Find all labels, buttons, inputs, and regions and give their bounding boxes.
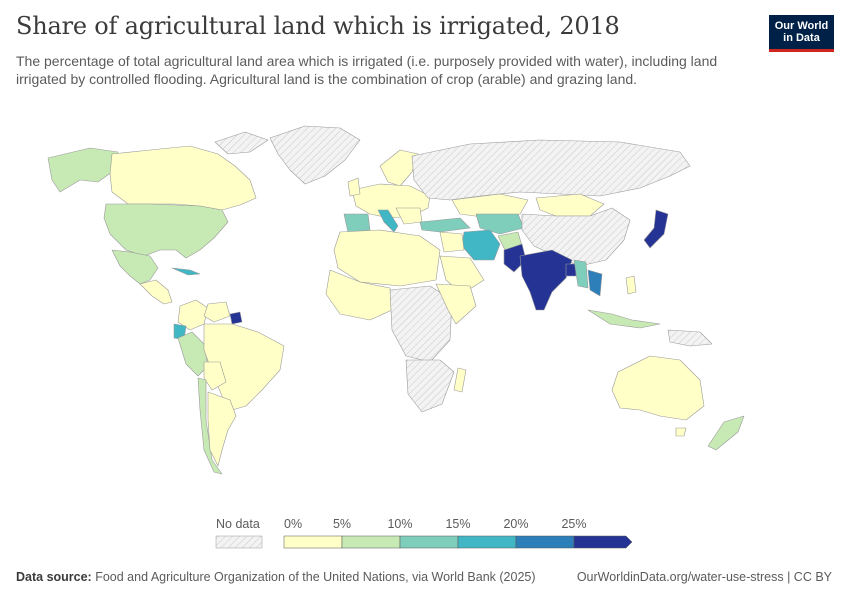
logo-line-1: Our World — [774, 20, 829, 32]
region-russia[interactable] — [411, 139, 691, 201]
region-central-asia[interactable] — [475, 213, 525, 235]
legend-tick-label: 20% — [503, 517, 528, 531]
region-greenland[interactable] — [269, 125, 361, 185]
source-url[interactable]: OurWorldinData.org/water-use-stress | CC… — [576, 570, 832, 584]
legend-bin-swatch — [573, 535, 633, 549]
region-southern-africa[interactable] — [405, 359, 455, 413]
region-mexico[interactable] — [111, 249, 159, 285]
region-kazakhstan[interactable] — [451, 193, 529, 219]
legend-no-data-swatch — [215, 535, 263, 549]
legend-bin-swatch — [341, 535, 401, 549]
region-central-america[interactable] — [139, 279, 173, 305]
region-cuba[interactable] — [171, 267, 201, 276]
region-canada[interactable] — [109, 145, 257, 211]
region-venezuela[interactable] — [203, 301, 231, 323]
legend-bin-swatch — [399, 535, 459, 549]
world-map[interactable] — [0, 110, 850, 510]
source-text: Food and Agriculture Organization of the… — [95, 570, 536, 584]
region-madagascar[interactable] — [453, 367, 467, 393]
region-spain[interactable] — [343, 213, 371, 233]
region-north-africa[interactable] — [333, 229, 441, 287]
region-argentina[interactable] — [207, 391, 237, 467]
legend-tick-label: 5% — [333, 517, 351, 531]
region-india[interactable] — [519, 249, 573, 311]
map-legend: No data 0% 5% 10% 15% 20% 25% — [215, 517, 633, 549]
region-new-zealand[interactable] — [707, 415, 745, 451]
legend-bin-swatch — [283, 535, 343, 549]
data-source: Data source: Food and Agriculture Organi… — [16, 570, 536, 584]
region-tasmania[interactable] — [675, 427, 687, 437]
region-scandinavia[interactable] — [379, 149, 419, 187]
region-west-africa[interactable] — [325, 269, 393, 321]
region-peru[interactable] — [177, 331, 209, 377]
region-united-states[interactable] — [103, 203, 229, 259]
region-mongolia[interactable] — [535, 193, 605, 217]
region-papua-new-guinea[interactable] — [667, 329, 713, 347]
region-arctic-islands[interactable] — [214, 131, 269, 155]
legend-bin-swatch — [457, 535, 517, 549]
region-balkans[interactable] — [395, 207, 423, 225]
region-philippines[interactable] — [625, 275, 637, 295]
region-turkey[interactable] — [419, 217, 471, 233]
legend-tick-label: 10% — [387, 517, 412, 531]
region-japan[interactable] — [643, 209, 669, 249]
region-italy[interactable] — [377, 209, 399, 233]
legend-tick-label: 15% — [445, 517, 470, 531]
legend-tick-label: 0% — [284, 517, 302, 531]
region-east-africa[interactable] — [435, 283, 477, 325]
owid-logo[interactable]: Our World in Data — [769, 15, 834, 52]
region-thailand[interactable] — [587, 269, 603, 297]
legend-bin-swatch — [515, 535, 575, 549]
legend-tick-label: 25% — [561, 517, 586, 531]
region-australia[interactable] — [611, 355, 705, 421]
region-saudi-arabia[interactable] — [439, 255, 485, 295]
region-alaska[interactable] — [47, 147, 119, 193]
chart-subtitle: The percentage of total agricultural lan… — [16, 53, 718, 87]
region-suriname[interactable] — [229, 311, 243, 325]
legend-no-data-label: No data — [216, 517, 260, 531]
chart-title: Share of agricultural land which is irri… — [16, 12, 620, 40]
region-central-africa[interactable] — [389, 285, 453, 363]
source-label: Data source: — [16, 570, 92, 584]
region-uk[interactable] — [347, 177, 361, 197]
logo-line-2: in Data — [783, 32, 820, 44]
region-pakistan[interactable] — [503, 243, 527, 273]
region-iran[interactable] — [461, 229, 501, 261]
region-myanmar[interactable] — [573, 259, 589, 289]
region-iraq-syria[interactable] — [439, 231, 465, 253]
region-chile[interactable] — [197, 377, 223, 475]
region-indonesia[interactable] — [587, 309, 661, 329]
region-bangladesh[interactable] — [565, 263, 577, 277]
region-bolivia[interactable] — [203, 361, 227, 391]
